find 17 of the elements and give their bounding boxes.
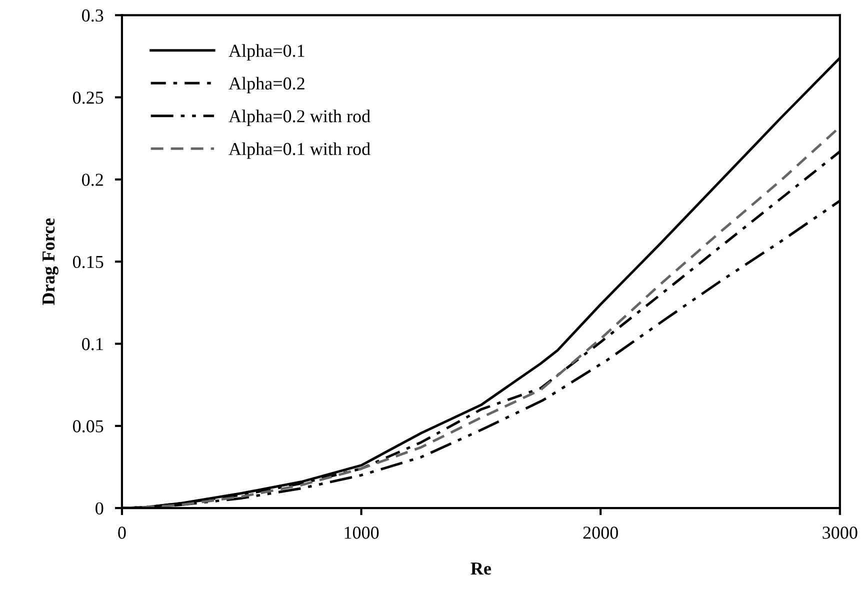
x-axis-title: Re [470, 562, 491, 575]
legend-label: Alpha=0.2 [228, 76, 304, 94]
x-tick-label: 2000 [583, 526, 618, 539]
y-tick-label: 0 [96, 502, 104, 514]
y-tick-label: 0.15 [73, 256, 104, 268]
y-tick-label: 0.25 [73, 92, 104, 104]
y-tick-label: 0.3 [82, 9, 104, 22]
legend-label: Alpha=0.1 with rod [228, 142, 370, 159]
y-axis-title: Drag Force [42, 218, 58, 306]
legend-label: Alpha=0.2 with rod [228, 110, 370, 126]
x-tick-label: 3000 [822, 526, 858, 539]
legend-label: Alpha=0.1 [228, 44, 304, 61]
y-tick-label: 0.2 [82, 174, 103, 186]
y-tick-label: 0.05 [73, 420, 104, 432]
x-tick-label: 1000 [344, 526, 379, 539]
x-tick-label: 0 [118, 526, 126, 539]
y-tick-label: 0.1 [82, 338, 103, 350]
